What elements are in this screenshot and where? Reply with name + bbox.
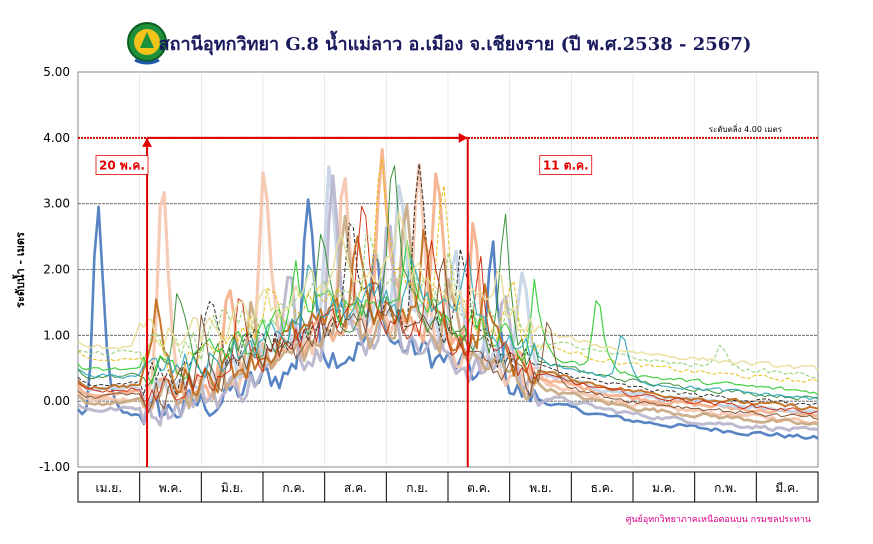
bank-level-label: ระดับตลิ่ง 4.00 เมตร [709, 123, 783, 134]
month-label: ก.ย. [406, 481, 428, 495]
month-label: มี.ค. [775, 481, 799, 495]
month-label: ส.ค. [344, 481, 367, 495]
series-line-12 [77, 205, 819, 415]
month-label: ก.พ. [714, 481, 737, 495]
y-tick-label: 3.00 [43, 197, 70, 211]
y-tick-label: 0.00 [43, 394, 70, 408]
month-label: เม.ย. [95, 481, 122, 495]
source-caption: ศูนย์อุทกวิทยาภาคเหนือตอนบน กรมชลประทาน [626, 513, 811, 525]
month-label: พ.ย. [529, 481, 552, 495]
marker-label-box-1 [95, 155, 149, 175]
month-label: ม.ค. [652, 481, 676, 495]
month-label: พ.ค. [159, 481, 183, 495]
y-tick-label: 1.00 [43, 328, 70, 342]
y-tick-label: 2.00 [43, 263, 70, 277]
series-line-13 [77, 234, 819, 379]
series-line-16 [77, 257, 819, 420]
irrigation-department-logo [127, 22, 167, 65]
y-tick-label: 4.00 [43, 131, 70, 145]
y-tick-label: -1.00 [39, 460, 70, 474]
series-line-9 [77, 158, 819, 383]
marker-arrow-up [142, 137, 153, 147]
series-line-11 [77, 239, 819, 396]
y-tick-label: 5.00 [43, 65, 70, 79]
plot-area: -1.00 0.00 1.00 2.00 3.00 4.00 5.00 ระดับตลิ่ง … [39, 65, 819, 503]
series-line-15 [77, 212, 819, 371]
marker-label-2: 11 ต.ค. [543, 158, 589, 172]
month-label: ต.ค. [467, 481, 490, 495]
marker-label-1: 20 พ.ค. [99, 158, 145, 172]
y-axis-label: ระดับน้ำ - เมตร [12, 232, 27, 308]
chart-title: สถานีอุทกวิทยา G.8 น้ำแม่ลาว อ.เมือง จ.เ… [159, 30, 752, 56]
series-line-7 [77, 165, 819, 401]
month-label: มิ.ย. [221, 481, 244, 495]
marker-label-box-2 [539, 155, 593, 175]
marker-arrow-right [458, 132, 468, 143]
month-label: ธ.ค. [591, 481, 614, 495]
series-line-8 [77, 163, 819, 406]
month-label: ก.ค. [282, 481, 305, 495]
